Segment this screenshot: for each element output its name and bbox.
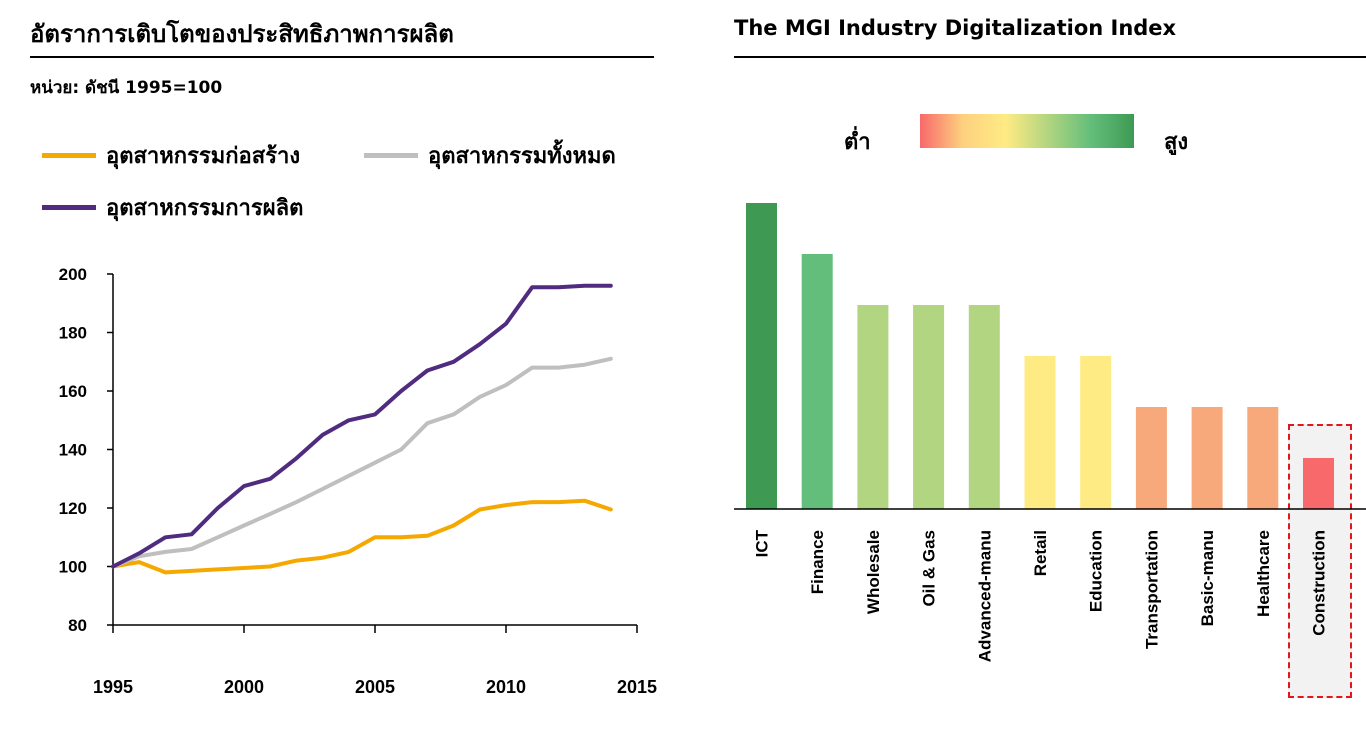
line-chart-title: อัตราการเติบโตของประสิทธิภาพการผลิต [30, 20, 454, 48]
color-scale-gradient [920, 114, 1134, 148]
category-label: Healthcare [1254, 530, 1273, 617]
bar-oil-gas [913, 305, 945, 509]
x-tick-label: 2015 [617, 677, 657, 697]
legend-swatch-all-industries [364, 153, 418, 158]
category-label: Retail [1031, 530, 1050, 576]
legend-label-construction: อุตสาหกรรมก่อสร้าง [106, 144, 301, 169]
category-label: Construction [1310, 530, 1329, 636]
bar-advanced-manu [968, 305, 1000, 509]
legend-item-manufacturing: อุตสาหกรรมการผลิต [42, 190, 303, 225]
y-tick-label: 80 [68, 616, 87, 635]
bar-construction [1303, 458, 1334, 509]
category-label: Advanced-manu [975, 530, 994, 662]
y-tick-label: 180 [59, 324, 87, 343]
x-tick-label: 2000 [224, 677, 264, 697]
legend-item-construction: อุตสาหกรรมก่อสร้าง [42, 138, 300, 173]
legend-swatch-construction [42, 153, 96, 158]
y-tick-label: 200 [59, 265, 87, 284]
bar-retail [1024, 356, 1056, 509]
digitalization-bar-chart: The MGI Industry Digitalization Index ต่… [720, 0, 1366, 735]
bar-chart-title: The MGI Industry Digitalization Index [734, 16, 1177, 40]
legend-label-all-industries: อุตสาหกรรมทั้งหมด [428, 144, 616, 169]
bar-transportation [1135, 407, 1167, 509]
scale-low-label: ต่ำ [844, 130, 871, 155]
legend-label-manufacturing: อุตสาหกรรมการผลิต [106, 196, 304, 221]
series-line-manufacturing [111, 283, 613, 569]
legend-item-all-industries: อุตสาหกรรมทั้งหมด [364, 138, 616, 173]
line-chart-title-rule [30, 56, 654, 58]
line-chart-unit-label: หน่วย: ดัชนี 1995=100 [30, 78, 223, 98]
line-chart-plot: 80 100 120 140 160 180 200 1995 2000 2005 2010 2015 [59, 265, 657, 697]
category-label: Wholesale [864, 530, 883, 614]
y-tick-label: 140 [59, 441, 87, 460]
bar-healthcare [1247, 407, 1279, 509]
bar-basic-manu [1191, 407, 1223, 509]
bar-wholesale [857, 305, 889, 509]
category-label: Basic-manu [1198, 530, 1217, 626]
y-tick-label: 160 [59, 382, 87, 401]
series-line-all-industries [111, 356, 613, 569]
bar-finance [801, 254, 833, 509]
category-label: Oil & Gas [920, 530, 939, 607]
category-label: ICT [753, 529, 772, 557]
bar-ict [746, 203, 777, 509]
productivity-line-chart: อัตราการเติบโตของประสิทธิภาพการผลิต หน่ว… [0, 0, 680, 735]
scale-high-label: สูง [1164, 130, 1189, 155]
legend-swatch-manufacturing [42, 205, 96, 210]
bar-chart-title-rule [734, 56, 1366, 58]
series-line-construction [111, 498, 613, 575]
y-tick-label: 100 [59, 558, 87, 577]
bar-education [1080, 356, 1112, 509]
x-tick-label: 1995 [93, 677, 133, 697]
category-label: Education [1087, 530, 1106, 612]
category-label: Finance [808, 530, 827, 594]
category-label: Transportation [1142, 530, 1161, 649]
bar-chart-plot: ICT Finance Wholesale Oil & Gas Advanced-man… [734, 203, 1366, 662]
x-tick-label: 2005 [355, 677, 395, 697]
x-tick-label: 2010 [486, 677, 526, 697]
y-tick-label: 120 [59, 499, 87, 518]
